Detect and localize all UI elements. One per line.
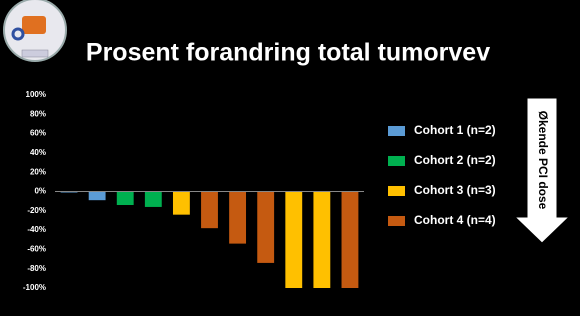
legend-swatch: [388, 216, 405, 226]
logo: [3, 0, 67, 62]
legend-label: Cohort 4 (n=4): [414, 213, 496, 227]
bar: [88, 191, 106, 201]
bar: [313, 191, 331, 288]
bar: [201, 191, 218, 229]
y-tick-label: -100%: [23, 283, 46, 292]
bar: [144, 191, 162, 207]
bar: [229, 191, 247, 244]
y-tick-label: -80%: [27, 264, 46, 273]
y-tick-label: 80%: [30, 109, 46, 118]
y-tick-label: -60%: [27, 245, 46, 254]
y-tick-label: 40%: [30, 148, 46, 157]
legend-swatch: [388, 156, 405, 166]
legend-label: Cohort 1 (n=2): [414, 123, 496, 137]
arrow-label: Økende PCI dose: [536, 111, 550, 210]
chart-title: Prosent forandring total tumorvev: [86, 39, 490, 67]
legend-label: Cohort 2 (n=2): [414, 153, 496, 167]
y-tick-label: -40%: [27, 225, 46, 234]
y-tick-label: 100%: [26, 90, 46, 99]
legend-swatch: [388, 126, 405, 136]
legend-swatch: [388, 186, 405, 196]
y-tick-label: -20%: [27, 206, 46, 215]
bar: [341, 191, 359, 288]
bar: [116, 191, 134, 206]
bar: [257, 191, 275, 263]
legend-label: Cohort 3 (n=3): [414, 183, 496, 197]
y-tick-label: 20%: [30, 167, 46, 176]
direction-arrow: Økende PCI dose: [513, 97, 571, 244]
bar: [285, 191, 303, 288]
bar: [172, 191, 190, 215]
y-tick-label: 60%: [30, 129, 46, 138]
y-tick-label: 0%: [34, 187, 46, 196]
